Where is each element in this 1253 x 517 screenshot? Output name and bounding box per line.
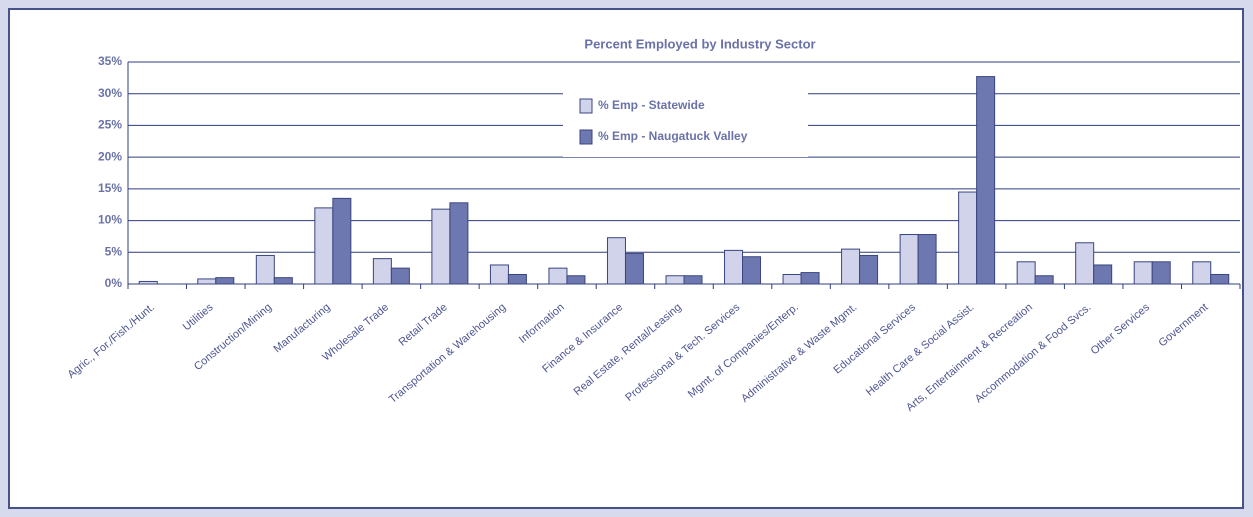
bar	[859, 254, 879, 285]
y-tick-label: 5%	[105, 244, 123, 258]
bar	[489, 264, 509, 285]
bar	[1093, 264, 1113, 285]
bar	[724, 249, 744, 285]
y-tick-label: 20%	[98, 149, 122, 163]
bar	[841, 248, 861, 285]
bar	[917, 234, 937, 285]
bar	[372, 258, 392, 285]
bar	[958, 191, 978, 285]
bar	[1034, 275, 1054, 285]
bar	[332, 197, 352, 285]
bar	[683, 275, 703, 285]
bar	[449, 202, 469, 285]
y-tick-label: 35%	[98, 54, 122, 68]
bar	[138, 280, 158, 285]
bar	[624, 253, 644, 285]
bar	[665, 275, 685, 285]
bar	[606, 237, 626, 285]
bar	[255, 254, 275, 285]
legend-label: % Emp - Statewide	[598, 98, 705, 112]
bar	[1210, 273, 1230, 285]
y-tick-label: 15%	[98, 181, 122, 195]
bar	[507, 273, 527, 285]
bar	[742, 256, 762, 285]
bar	[548, 267, 568, 285]
legend-label: % Emp - Naugatuck Valley	[598, 129, 748, 143]
y-tick-label: 0%	[105, 276, 123, 290]
bar	[566, 275, 586, 285]
bar	[431, 208, 451, 285]
bar	[899, 234, 919, 285]
legend-swatch	[579, 129, 593, 145]
bar	[1016, 261, 1036, 285]
legend-swatch	[579, 98, 593, 114]
bar	[215, 277, 235, 285]
bar	[390, 267, 410, 285]
bar	[800, 272, 820, 285]
bar	[1192, 261, 1212, 285]
y-tick-label: 30%	[98, 86, 122, 100]
bar	[197, 278, 217, 285]
y-tick-label: 25%	[98, 118, 122, 132]
chart-title: Percent Employed by Industry Sector	[584, 36, 815, 51]
bar	[1151, 261, 1171, 285]
bar	[976, 76, 996, 285]
y-tick-label: 10%	[98, 213, 122, 227]
bar	[1133, 261, 1153, 285]
bar	[273, 277, 293, 285]
bar	[782, 273, 802, 285]
bar	[314, 207, 334, 285]
bar	[1075, 242, 1095, 285]
legend-box	[563, 75, 808, 157]
